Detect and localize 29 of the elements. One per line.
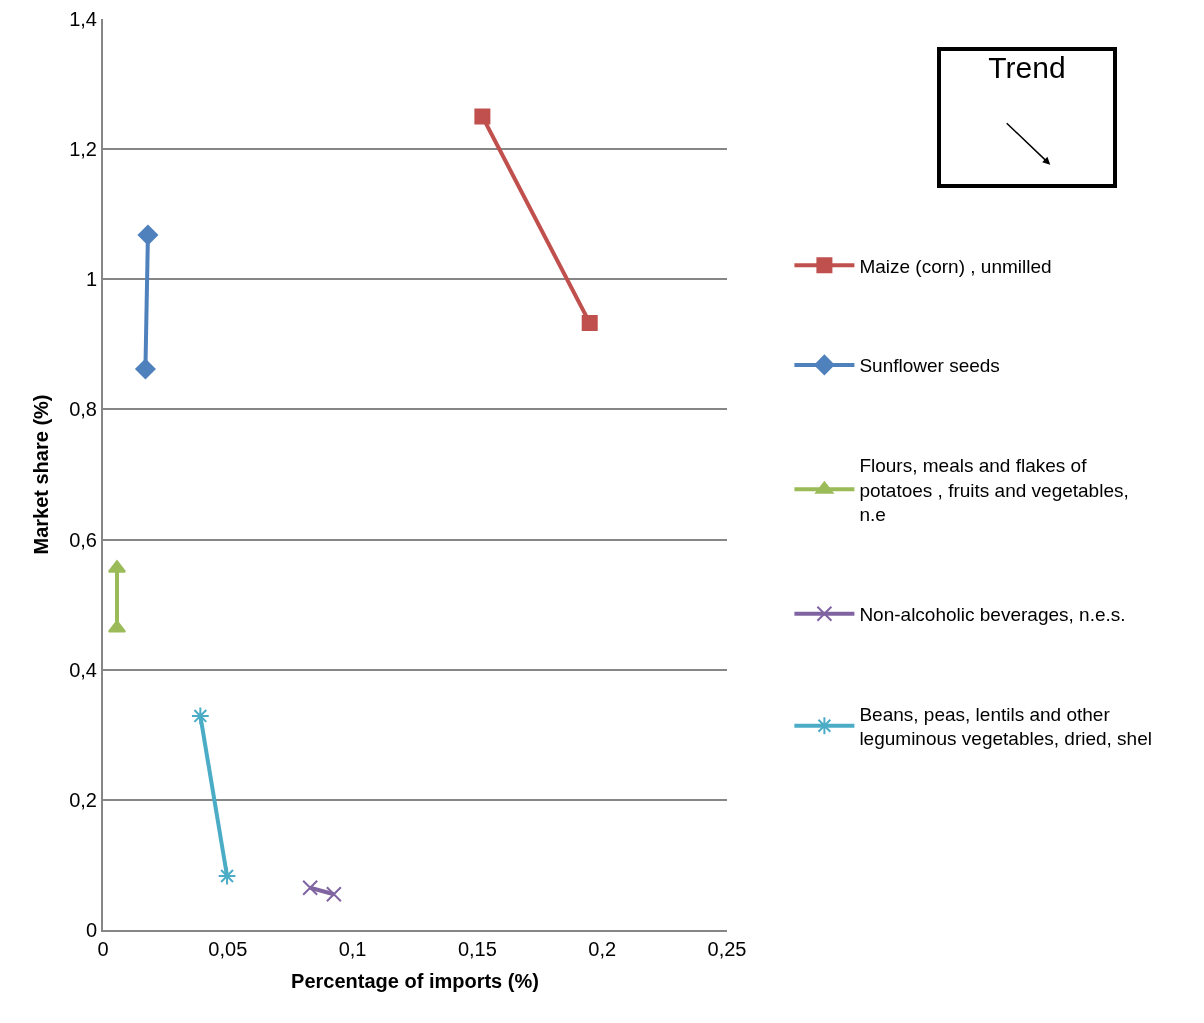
x-tick-label: 0,15	[457, 938, 497, 960]
y-tick-label: 0	[85, 919, 97, 941]
point	[302, 879, 319, 896]
point	[325, 886, 342, 903]
x-tick-label: 0,1	[338, 938, 367, 960]
y-tick-label: 1,4	[69, 8, 97, 30]
legend-label: Non-alcoholic beverages, n.e.s.	[859, 604, 1126, 626]
legend-label: Beans, peas, lentils and other leguminous vegetables, dried, shel	[859, 703, 1152, 750]
point	[190, 706, 210, 726]
y-tick-label: 0,8	[69, 398, 97, 421]
y-tick-label: 0,6	[69, 528, 97, 551]
point	[137, 224, 159, 246]
legend-label: Maize (corn) , unmilled	[859, 255, 1052, 277]
y-tick-label: 1,2	[69, 138, 97, 161]
y-tick-label: 0,4	[69, 658, 97, 681]
text: Trend	[988, 51, 1066, 84]
point	[474, 108, 491, 125]
legend-label: Flours, meals and flakes of potatoes , fruits and vegetables, n.e	[859, 454, 1129, 526]
x-axis-title: Percentage of imports (%)	[291, 970, 539, 992]
y-tick-label: 1	[85, 268, 97, 291]
y-tick-label: 0,2	[69, 788, 97, 811]
point	[135, 358, 156, 380]
x-tick-label: 0,25	[707, 938, 747, 960]
x-tick-label: 0,2	[588, 938, 617, 960]
x-tick-label: 0,05	[208, 938, 248, 960]
legend-label: Sunflower seeds	[859, 355, 1000, 377]
point	[217, 866, 237, 886]
y-axis-title: Market share (%)	[30, 394, 53, 555]
point	[581, 314, 598, 331]
